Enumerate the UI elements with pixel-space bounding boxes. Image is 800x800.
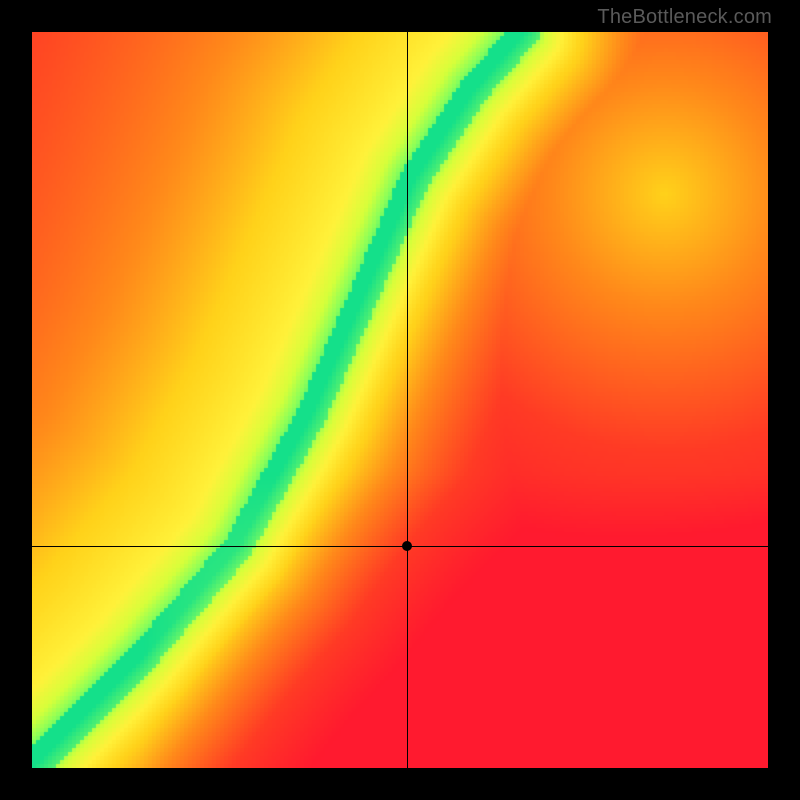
chart-container: TheBottleneck.com [0, 0, 800, 800]
watermark-text: TheBottleneck.com [597, 6, 772, 29]
plot-area [32, 32, 768, 768]
heatmap-canvas [32, 32, 768, 768]
